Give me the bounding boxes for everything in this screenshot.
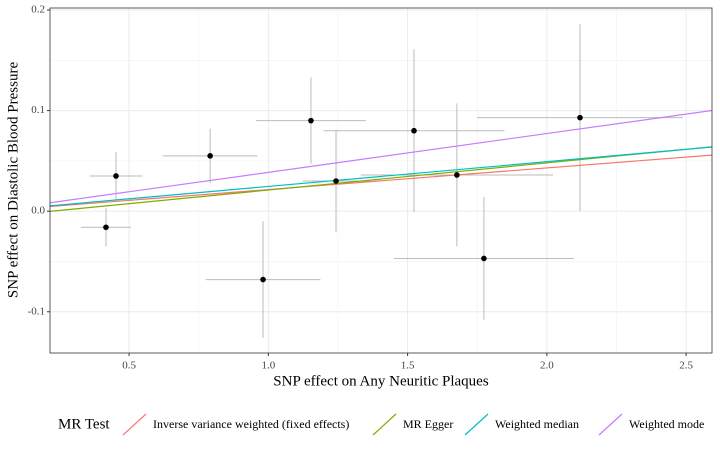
point — [260, 276, 266, 283]
regression-line — [50, 146, 712, 207]
plot-area — [50, 24, 712, 338]
legend-key — [464, 413, 489, 436]
point — [207, 153, 213, 159]
regression-line — [50, 154, 712, 208]
regression-line — [50, 146, 712, 212]
y-tick-label: -0.1 — [28, 305, 45, 317]
x-axis-title: SNP effect on Any Neuritic Plaques — [273, 373, 489, 389]
legend-label: Weighted mode — [629, 417, 704, 431]
legend-label: Inverse variance weighted (fixed effects… — [153, 417, 349, 431]
x-tick-label: 0.5 — [122, 360, 136, 372]
legend-key — [372, 413, 397, 436]
plot-border — [49, 7, 713, 354]
legend-label: Weighted median — [495, 417, 579, 431]
point — [103, 224, 109, 231]
legend-key — [598, 413, 623, 436]
x-tick-label: 1.5 — [401, 360, 415, 372]
y-tick-label: 0.1 — [31, 104, 45, 116]
legend-key — [122, 413, 147, 436]
point — [454, 172, 460, 178]
point — [333, 178, 339, 184]
y-tick-label: 0.0 — [31, 205, 45, 217]
regression-line — [50, 109, 712, 204]
y-axis-title: SNP effect on Diastolic Blood Pressure — [5, 62, 21, 299]
x-tick-label: 1.0 — [261, 360, 275, 372]
legend-label: MR Egger — [403, 417, 453, 431]
point — [308, 117, 314, 124]
legend-title: MR Test — [58, 416, 110, 432]
y-tick-label: 0.2 — [31, 4, 45, 16]
x-tick-label: 2.5 — [679, 360, 693, 372]
x-tick-label: 2.0 — [540, 360, 554, 372]
point — [481, 255, 487, 262]
point — [577, 114, 583, 121]
point — [113, 173, 119, 179]
point — [411, 127, 417, 134]
